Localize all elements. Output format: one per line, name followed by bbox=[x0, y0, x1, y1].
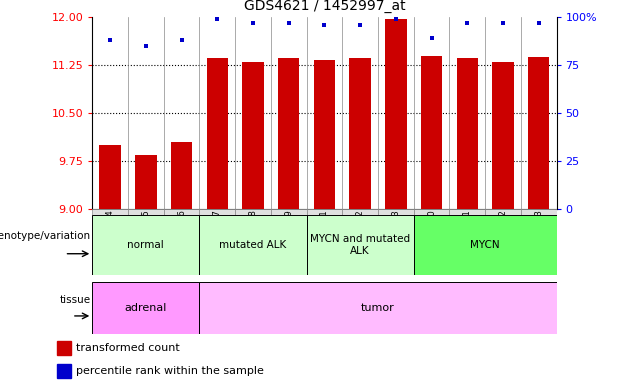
Point bbox=[319, 22, 329, 28]
Point bbox=[498, 20, 508, 26]
Bar bbox=[57, 341, 71, 355]
Text: normal: normal bbox=[127, 240, 164, 250]
Text: GSM801620: GSM801620 bbox=[427, 209, 436, 260]
Text: tissue: tissue bbox=[59, 295, 90, 305]
Point bbox=[212, 16, 223, 22]
Bar bbox=[235, 209, 271, 215]
Bar bbox=[307, 209, 342, 215]
Bar bbox=[99, 145, 121, 209]
Bar bbox=[163, 209, 199, 215]
Bar bbox=[421, 56, 442, 209]
Bar bbox=[314, 60, 335, 209]
Bar bbox=[450, 209, 485, 215]
Text: GSM914182: GSM914182 bbox=[356, 209, 364, 260]
Text: GSM801626: GSM801626 bbox=[177, 209, 186, 260]
Text: GSM801622: GSM801622 bbox=[499, 209, 508, 260]
Text: mutated ALK: mutated ALK bbox=[219, 240, 287, 250]
Text: GSM914183: GSM914183 bbox=[391, 209, 400, 260]
Text: GSM801623: GSM801623 bbox=[534, 209, 543, 260]
Bar bbox=[57, 364, 71, 378]
Bar bbox=[413, 215, 556, 275]
Text: transformed count: transformed count bbox=[76, 343, 180, 353]
Point bbox=[462, 20, 473, 26]
Point bbox=[284, 20, 294, 26]
Text: GSM801619: GSM801619 bbox=[284, 209, 293, 260]
Point bbox=[355, 22, 365, 28]
Bar bbox=[207, 58, 228, 209]
Bar bbox=[171, 142, 192, 209]
Bar bbox=[349, 58, 371, 209]
Bar bbox=[457, 58, 478, 209]
Bar bbox=[413, 209, 450, 215]
Point bbox=[105, 37, 115, 43]
Text: GSM801624: GSM801624 bbox=[106, 209, 114, 260]
Bar bbox=[385, 19, 406, 209]
Bar bbox=[521, 209, 556, 215]
Bar bbox=[278, 58, 300, 209]
Text: MYCN and mutated
ALK: MYCN and mutated ALK bbox=[310, 234, 410, 256]
Bar bbox=[271, 209, 307, 215]
Point bbox=[426, 35, 436, 41]
Text: GSM914181: GSM914181 bbox=[320, 209, 329, 260]
Text: tumor: tumor bbox=[361, 303, 395, 313]
Bar bbox=[242, 62, 264, 209]
Bar bbox=[199, 282, 556, 334]
Bar bbox=[92, 282, 199, 334]
Point bbox=[391, 16, 401, 22]
Point bbox=[248, 20, 258, 26]
Bar bbox=[92, 215, 199, 275]
Text: GSM801625: GSM801625 bbox=[141, 209, 150, 260]
Bar bbox=[342, 209, 378, 215]
Bar bbox=[485, 209, 521, 215]
Point bbox=[141, 43, 151, 49]
Text: percentile rank within the sample: percentile rank within the sample bbox=[76, 366, 264, 376]
Bar bbox=[492, 62, 514, 209]
Bar bbox=[378, 209, 413, 215]
Bar bbox=[128, 209, 163, 215]
Point bbox=[534, 20, 544, 26]
Bar bbox=[92, 209, 128, 215]
Bar bbox=[199, 209, 235, 215]
Bar bbox=[199, 215, 307, 275]
Text: adrenal: adrenal bbox=[125, 303, 167, 313]
Point bbox=[176, 37, 186, 43]
Bar bbox=[307, 215, 413, 275]
Text: GSM801621: GSM801621 bbox=[463, 209, 472, 260]
Bar bbox=[135, 155, 156, 209]
Text: genotype/variation: genotype/variation bbox=[0, 231, 90, 241]
Text: GSM801618: GSM801618 bbox=[249, 209, 258, 260]
Title: GDS4621 / 1452997_at: GDS4621 / 1452997_at bbox=[244, 0, 405, 13]
Text: GSM801617: GSM801617 bbox=[212, 209, 222, 260]
Text: MYCN: MYCN bbox=[470, 240, 500, 250]
Bar bbox=[528, 57, 550, 209]
